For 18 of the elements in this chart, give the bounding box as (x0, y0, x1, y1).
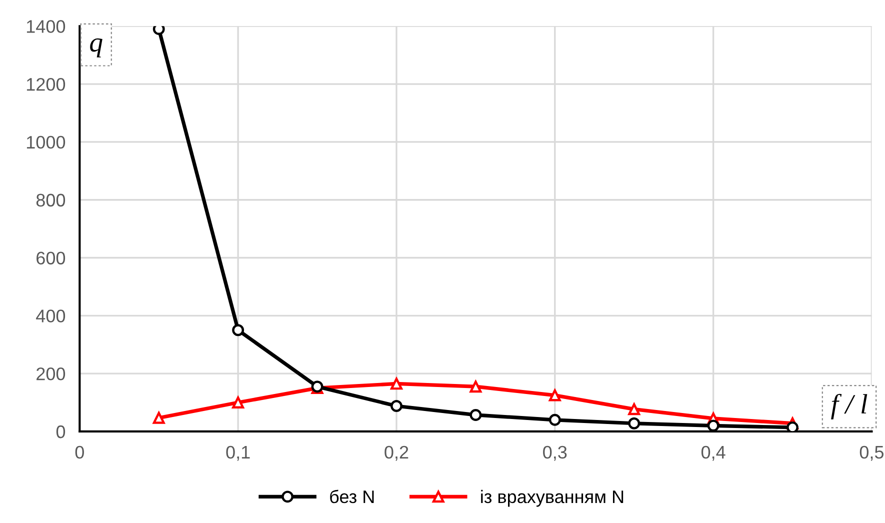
x-tick-label: 0,3 (543, 446, 567, 461)
x-tick-label: 0,4 (701, 446, 726, 461)
x-tick-label: 0,1 (226, 446, 250, 461)
legend-label: без N (330, 490, 374, 504)
y-tick-label: 1400 (26, 20, 66, 33)
y-tick-label: 600 (36, 252, 66, 264)
y-tick-label: 400 (36, 310, 66, 322)
legend-label: із врахуванням N (481, 490, 624, 507)
x-tick-label: 0,5 (860, 446, 884, 461)
y-axis-title: q (90, 38, 102, 58)
x-axis-title: f / l (831, 394, 868, 420)
y-tick-label: 200 (36, 368, 66, 380)
y-tick-label: 800 (36, 194, 66, 207)
y-tick-label: 1200 (26, 78, 66, 91)
x-tick-label: 0 (75, 446, 84, 459)
x-tick-label: 0,2 (384, 446, 408, 461)
y-tick-label: 1000 (26, 136, 66, 149)
y-tick-label: 0 (56, 425, 66, 438)
